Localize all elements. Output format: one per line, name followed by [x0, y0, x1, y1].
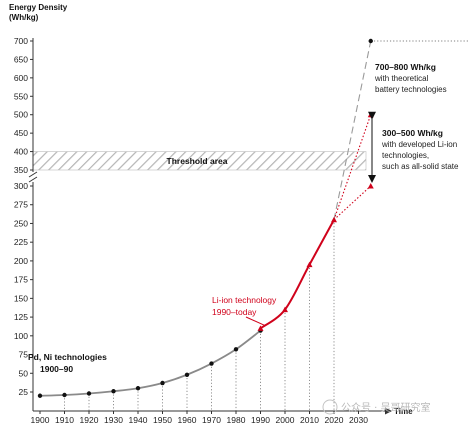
x-tick-label: 2030 [349, 415, 368, 425]
x-tick-label: 1970 [202, 415, 221, 425]
y-tick-label: 275 [14, 200, 28, 210]
y-tick-label: 550 [14, 91, 28, 101]
x-tick-label: 1940 [129, 415, 148, 425]
y-tick-label: 75 [19, 350, 29, 360]
x-tick-label: 1900 [31, 415, 50, 425]
projection-theoretical [333, 40, 372, 220]
data-point-triangle [331, 216, 337, 223]
projection-endpoint-triangle [367, 111, 374, 118]
data-point [86, 391, 92, 396]
projection-developed-lower [333, 185, 372, 221]
y-tick-label: 300 [14, 181, 28, 191]
data-point-triangle [282, 306, 288, 313]
x-axis-title: Time [394, 407, 413, 416]
x-tick-label: 2010 [300, 415, 319, 425]
y-tick-label: 125 [14, 312, 28, 322]
y-tick-label: 200 [14, 256, 28, 266]
projection-endpoint-triangle [367, 183, 374, 189]
x-tick-label: 1980 [227, 415, 246, 425]
developed-line-2: technologies, [382, 151, 429, 160]
y-axis-title: Energy Density [9, 3, 68, 12]
x-tick-label: 1910 [55, 415, 74, 425]
data-point [111, 389, 116, 394]
data-point [135, 386, 141, 391]
x-tick-label: 1950 [153, 415, 172, 425]
li-ion-pointer [245, 316, 265, 326]
series-label-pd-ni: Pd, Ni technologies [28, 352, 107, 362]
theoretical-line-1: with theoretical [374, 74, 429, 83]
y-axis: 350 400 450 500 550 600 650 700 25 50 75 100 125 150 1… [14, 36, 38, 411]
y-tick-label: 250 [14, 218, 28, 228]
axis-break-marker [28, 171, 38, 183]
data-point [62, 392, 67, 398]
x-tick-label: 2020 [325, 415, 344, 425]
y-tick-label: 150 [14, 293, 28, 303]
y-tick-label: 100 [14, 331, 28, 341]
x-axis-arrow-icon [385, 407, 392, 415]
data-point [184, 372, 190, 377]
developed-line-1: with developed Li-ion [381, 140, 457, 149]
x-tick-label: 1990 [251, 415, 270, 425]
y-tick-label: 400 [14, 147, 28, 157]
developed-line-3: such as all-solid state [382, 162, 459, 171]
y-tick-label: 650 [14, 54, 28, 64]
y-tick-label: 175 [14, 275, 28, 285]
y-tick-label: 50 [19, 368, 29, 378]
theoretical-title: 700–800 Wh/kg [375, 62, 436, 72]
theoretical-line-2: battery technologies [375, 85, 447, 94]
projection-endpoint [368, 38, 373, 44]
y-tick-label: 350 [14, 165, 28, 175]
watermark: 公众号 · 吴哥研究室 [341, 401, 431, 414]
data-point [160, 380, 165, 386]
x-tick-label: 2000 [276, 415, 295, 425]
y-axis-unit: (Wh/kg) [9, 13, 39, 22]
series-period-pd-ni: 1900–90 [40, 364, 73, 374]
x-axis: 1900 1910 1920 1930 1940 1950 1960 1970 1980 1990… [31, 407, 392, 425]
data-point [233, 347, 239, 352]
y-tick-label: 450 [14, 128, 28, 138]
series-line-1 [259, 219, 335, 330]
vertical-dotted-guides [64, 219, 335, 411]
x-tick-label: 1930 [104, 415, 123, 425]
series-line-0 [39, 329, 262, 397]
developed-title: 300–500 Wh/kg [382, 128, 443, 138]
y-tick-label: 700 [14, 36, 28, 46]
watermark-logo-icon [322, 399, 338, 415]
data-point-triangle [257, 325, 264, 331]
data-point [209, 361, 214, 366]
y-tick-label: 600 [14, 73, 28, 83]
x-tick-label: 1960 [178, 415, 197, 425]
data-series [37, 216, 337, 398]
y-tick-label: 225 [14, 237, 28, 247]
x-tick-label: 1920 [80, 415, 99, 425]
data-point [37, 393, 43, 398]
data-point-triangle [306, 261, 313, 268]
projection-developed-upper [333, 114, 372, 220]
series-label-li-ion: Li-ion technology [212, 295, 277, 305]
y-tick-label: 25 [19, 387, 29, 397]
projection-lines [333, 38, 468, 221]
threshold-label: Threshold area [167, 156, 228, 166]
y-tick-label: 500 [14, 110, 28, 120]
series-period-li-ion: 1990–today [212, 307, 257, 317]
